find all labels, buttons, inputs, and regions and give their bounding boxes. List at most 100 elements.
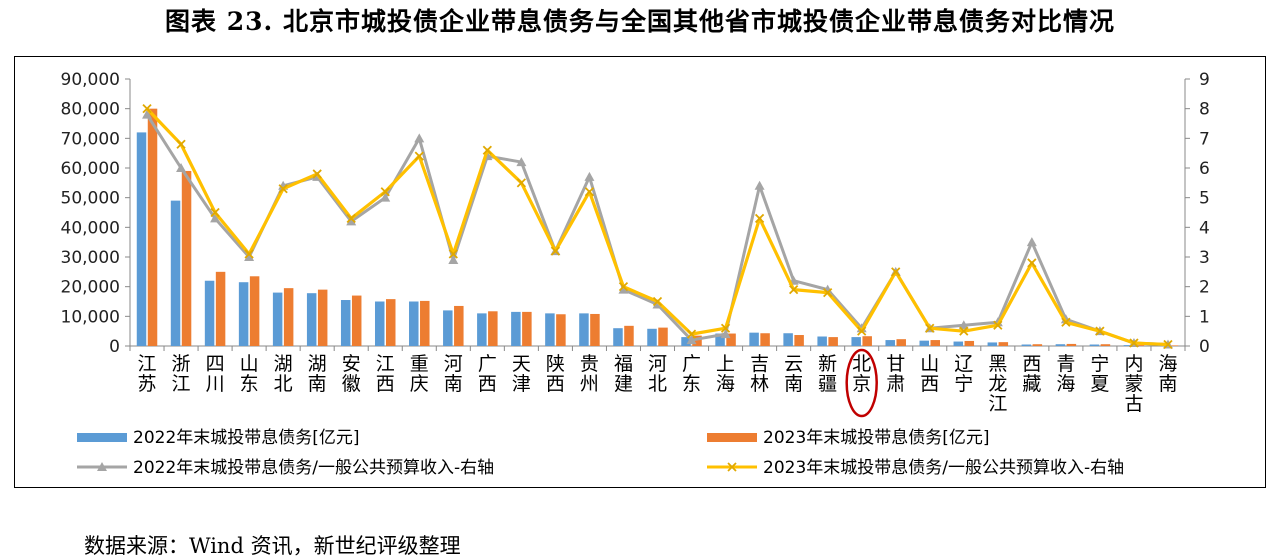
- point-2023: [1061, 317, 1071, 327]
- category-label: 福: [614, 353, 633, 375]
- category-label: 吉: [750, 353, 769, 375]
- point-2022: [720, 329, 731, 339]
- point-2023-stroke: [788, 284, 799, 295]
- bar-2023: [147, 108, 158, 346]
- bar-2023: [862, 336, 872, 346]
- category-label: 海: [1158, 353, 1177, 375]
- bar-2023: [420, 300, 430, 346]
- bar-2022: [953, 341, 964, 346]
- right-tick-label: 4: [1199, 218, 1210, 238]
- point-2023-stroke: [1027, 258, 1037, 268]
- right-tick-label: 7: [1199, 129, 1210, 149]
- category-label: 川: [206, 373, 225, 395]
- point-2023-stroke: [891, 267, 901, 277]
- category-label: 龙: [988, 373, 1007, 395]
- category-label: 甘: [886, 353, 905, 375]
- bar-2022: [579, 313, 589, 346]
- chart-lines: [142, 104, 1173, 350]
- bar-2022: [749, 332, 759, 346]
- point-2023-stroke: [1095, 326, 1105, 336]
- legend-label: 2022年末城投带息债务[亿元]: [133, 428, 360, 448]
- category-label: 湖: [308, 353, 327, 375]
- point-2023-stroke: [380, 187, 390, 197]
- category-label: 古: [1124, 393, 1143, 415]
- category-label: 新: [818, 353, 837, 375]
- category-label: 重: [410, 353, 429, 375]
- point-2022: [584, 171, 595, 181]
- bar-2022: [681, 337, 691, 346]
- bar-2022: [715, 333, 725, 346]
- point-2022: [958, 320, 969, 330]
- point-2023: [550, 246, 561, 256]
- point-2023: [278, 184, 288, 194]
- point-2023-stroke: [1163, 339, 1173, 350]
- category-label: 东: [682, 373, 701, 395]
- category-label: 徽: [342, 373, 361, 395]
- bar-2023: [624, 325, 634, 346]
- bar-2023: [794, 335, 804, 346]
- legend-label: 2022年末城投带息债务/一般公共预算收入-右轴: [133, 458, 494, 478]
- category-label: 上: [716, 353, 735, 375]
- bar-2023: [1032, 344, 1043, 346]
- source-note: 数据来源：Wind 资讯，新世纪评级整理: [84, 534, 461, 558]
- category-label: 夏: [1090, 373, 1109, 395]
- left-tick-label: 20,000: [61, 278, 120, 298]
- point-2023: [1095, 326, 1105, 336]
- point-2023-stroke: [550, 246, 561, 256]
- category-label: 西: [920, 373, 939, 395]
- category-label: 河: [444, 353, 463, 375]
- bar-2023: [726, 333, 736, 346]
- bar-2022: [613, 328, 623, 346]
- category-label: 北: [852, 353, 871, 375]
- category-label: 广: [682, 353, 701, 375]
- ratio-line-2023: [145, 107, 1169, 347]
- point-2023: [312, 169, 322, 179]
- point-2022: [754, 180, 765, 190]
- right-tick-label: 5: [1199, 189, 1210, 209]
- right-tick-label: 8: [1199, 100, 1210, 120]
- category-label: 西: [478, 373, 497, 395]
- legend-item: 2022年末城投带息债务[亿元]: [77, 428, 360, 448]
- category-label: 宁: [1090, 353, 1109, 375]
- bar-2022: [477, 313, 487, 346]
- bar-2022: [1021, 344, 1032, 346]
- bar-2023: [215, 271, 226, 346]
- category-label: 藏: [1022, 373, 1041, 395]
- chart-bars: [136, 108, 1179, 346]
- legend-marker: [97, 462, 107, 471]
- point-2023-stroke: [823, 287, 833, 298]
- legend-label: 2023年末城投带息债务[亿元]: [763, 428, 990, 448]
- point-2023-stroke: [482, 145, 492, 155]
- category-label: 内: [1124, 353, 1143, 375]
- bar-2022: [340, 300, 351, 346]
- category-label: 江: [138, 353, 157, 375]
- highlight-circle: [845, 348, 878, 418]
- point-2023: [482, 145, 492, 155]
- bar-2023: [1168, 345, 1179, 346]
- point-2023-stroke: [652, 296, 663, 307]
- bar-2023: [964, 340, 975, 346]
- bar-2023: [760, 333, 770, 346]
- chart-canvas: 0 10,000 20,000 30,000 40,000 50,000 60,000 70,…: [61, 70, 1210, 478]
- category-label: 北: [274, 373, 293, 395]
- point-2023-stroke: [720, 323, 731, 333]
- point-2022: [210, 213, 221, 223]
- point-2023-stroke: [176, 139, 186, 149]
- left-tick-label: 10,000: [61, 307, 120, 327]
- bar-2023: [930, 340, 941, 346]
- right-tick-label: 9: [1199, 70, 1210, 90]
- left-tick-label: 70,000: [61, 129, 120, 149]
- category-label: 江: [172, 373, 191, 395]
- left-tick-label: 60,000: [61, 159, 120, 179]
- category-label: 东: [240, 373, 259, 395]
- left-tick-label: 80,000: [61, 100, 120, 120]
- chart-axes: 0 10,000 20,000 30,000 40,000 50,000 60,000 70,…: [61, 70, 1210, 357]
- bar-2022: [204, 280, 215, 346]
- point-2022: [516, 157, 527, 167]
- point-2023: [720, 323, 731, 333]
- bar-2023: [181, 170, 192, 346]
- point-2023-stroke: [142, 104, 152, 114]
- left-tick-label: 0: [109, 337, 120, 357]
- bar-2023: [692, 335, 702, 346]
- bar-2023: [658, 327, 668, 346]
